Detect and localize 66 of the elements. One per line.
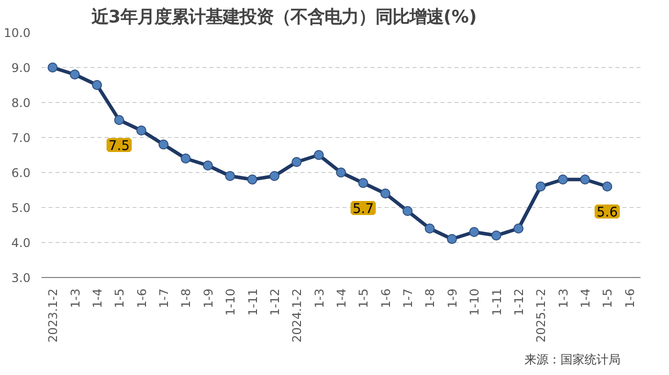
x-tick-label: 1-5 (356, 288, 371, 308)
point (180, 154, 191, 164)
point (48, 62, 58, 72)
x-tick-label: 1-4 (334, 288, 348, 308)
x-tick-label: 1-3 (312, 288, 326, 308)
point (136, 126, 146, 136)
point (70, 70, 80, 80)
x-tick-label: 2023.1-2 (46, 288, 60, 342)
point (269, 171, 280, 181)
x-tick-label: 1-10 (224, 288, 238, 316)
x-tick-label: 1-11 (490, 288, 504, 316)
x-tick-label: 2025.1-2 (534, 288, 548, 342)
x-tick-label: 1-12 (512, 288, 526, 316)
point (202, 160, 213, 170)
x-tick-label: 1-7 (401, 288, 416, 308)
x-tick-label: 1-8 (179, 288, 194, 308)
x-tick-label: 1-3 (556, 288, 570, 308)
point (158, 140, 169, 150)
point (491, 230, 502, 240)
y-tick-label: 7.0 (11, 131, 31, 145)
data-label: 7.5 (108, 139, 130, 154)
point (580, 174, 590, 184)
data-label: 5.6 (596, 206, 618, 220)
point (225, 171, 236, 181)
x-tick-label: 1-3 (68, 288, 82, 308)
point (380, 188, 390, 198)
point (558, 174, 568, 184)
y-tick-label: 8.0 (11, 96, 31, 110)
point (292, 157, 302, 167)
y-tick-label: 5.0 (11, 201, 31, 215)
point (469, 227, 480, 237)
x-tick-label: 2024.1-2 (290, 288, 304, 342)
x-tick-label: 1-6 (622, 288, 637, 308)
x-tick-label: 1-9 (201, 288, 216, 308)
data-label: 5.7 (352, 202, 374, 217)
point (114, 115, 124, 125)
chart-title: 近3年月度累计基建投资（不含电力）同比增速(%) (90, 8, 477, 28)
point (602, 182, 612, 192)
x-tick-label: 1-4 (578, 288, 593, 308)
point (446, 234, 457, 244)
source-note: 来源：国家统计局 (524, 352, 620, 366)
x-tick-label: 1-5 (112, 288, 127, 308)
x-tick-label: 1-10 (468, 288, 482, 316)
point (92, 80, 102, 90)
x-tick-label: 1-6 (134, 288, 149, 308)
x-tick-label: 1-9 (445, 288, 460, 308)
y-tick-label: 9.0 (11, 61, 31, 75)
point (247, 174, 258, 184)
point (402, 206, 413, 216)
point (424, 224, 435, 234)
point (314, 150, 324, 160)
x-tick-label: 1-7 (157, 288, 172, 308)
x-tick-label: 1-5 (600, 288, 615, 308)
y-tick-label: 4.0 (11, 236, 31, 250)
point (358, 178, 368, 188)
x-tick-label: 1-12 (268, 288, 282, 316)
x-tick-label: 1-8 (423, 288, 438, 308)
x-tick-label: 1-4 (90, 288, 104, 308)
x-tick-label: 1-6 (378, 288, 393, 308)
y-tick-label: 6.0 (11, 166, 31, 180)
point (536, 182, 546, 192)
x-tick-label: 1-11 (246, 288, 260, 316)
point (513, 224, 524, 234)
y-tick-label: 3.0 (11, 271, 31, 285)
point (336, 168, 346, 178)
y-tick-label: 10.0 (4, 26, 30, 40)
